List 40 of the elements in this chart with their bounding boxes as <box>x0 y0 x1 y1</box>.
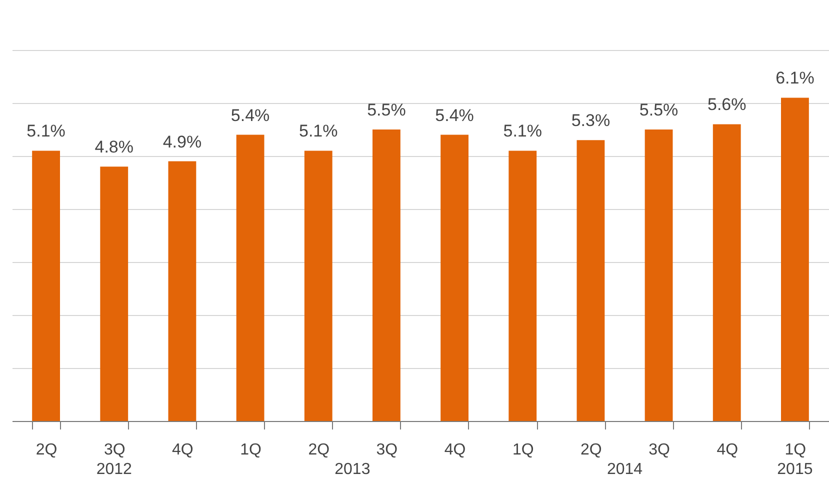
data-label: 5.1% <box>503 122 542 141</box>
data-label: 5.1% <box>299 122 338 141</box>
text: 2013 <box>334 461 370 478</box>
bar <box>32 150 60 421</box>
bar <box>372 130 400 421</box>
bar <box>236 134 264 421</box>
x-tick-label: 3Q <box>104 442 126 458</box>
data-label: 5.3% <box>571 111 610 130</box>
x-tick-label: 1Q <box>512 442 534 458</box>
x-tick-label: 1Q <box>240 442 262 458</box>
x-tick-label: 3Q <box>648 442 670 458</box>
bar <box>168 161 196 421</box>
x-tick-label: 1Q <box>784 442 806 458</box>
bar <box>440 134 468 421</box>
x-tick-label: 4Q <box>172 442 194 458</box>
data-label: 5.4% <box>435 106 474 125</box>
text: 2014 <box>606 461 643 478</box>
x-tick-label: 4Q <box>716 442 738 458</box>
data-label: 6.1% <box>776 68 814 88</box>
bar <box>304 150 332 421</box>
text: 2012 <box>96 461 132 478</box>
data-label: 5.4% <box>230 106 270 125</box>
data-label: 5.5% <box>639 100 678 120</box>
data-label: 4.9% <box>162 132 202 152</box>
data-label: 5.1% <box>26 122 66 141</box>
bar <box>712 124 741 421</box>
x-tick-label: 2Q <box>580 442 602 458</box>
bar <box>644 130 673 421</box>
bar <box>508 150 537 421</box>
data-label: 4.8% <box>94 138 134 157</box>
data-label: 5.5% <box>367 100 406 120</box>
bar <box>781 98 809 421</box>
x-tick-label: 2Q <box>308 442 330 458</box>
bar <box>100 166 128 421</box>
x-tick-label: 4Q <box>444 442 466 458</box>
data-label: 5.6% <box>708 95 746 114</box>
text: 2015 <box>777 461 813 478</box>
x-tick-label: 2Q <box>36 442 58 458</box>
x-tick-label: 3Q <box>376 442 398 458</box>
bar <box>576 140 605 421</box>
